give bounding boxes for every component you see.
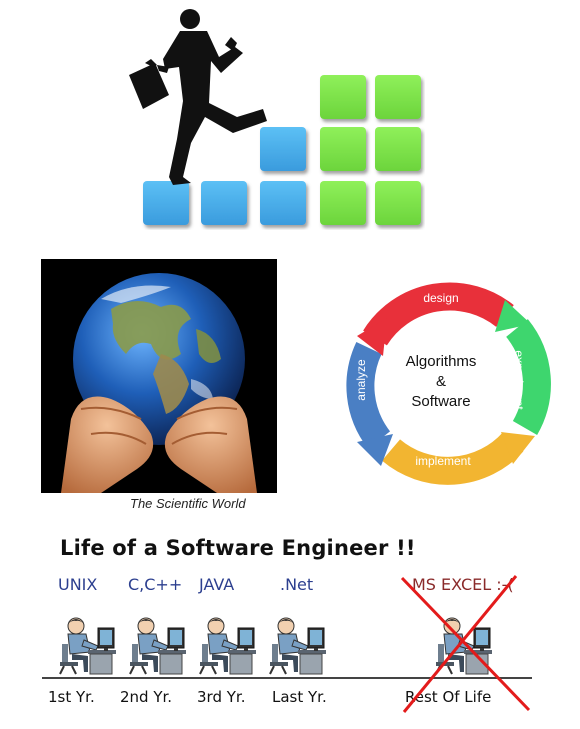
cycle-center-line1: Algorithms	[406, 353, 477, 370]
blue-step	[260, 127, 306, 171]
cycle-label-experiment: experiment	[512, 350, 526, 410]
green-step	[375, 75, 421, 119]
tech-label-dotnet: .Net	[280, 575, 313, 594]
photo-caption: The Scientific World	[130, 496, 246, 511]
green-step	[375, 181, 421, 225]
green-step	[320, 75, 366, 119]
blue-step	[143, 181, 189, 225]
blue-step	[260, 181, 306, 225]
engineer-at-desk-icon	[268, 610, 328, 676]
green-step	[375, 127, 421, 171]
green-step	[320, 127, 366, 171]
engineer-at-desk-icon	[128, 610, 188, 676]
year-label-1st: 1st Yr.	[48, 688, 95, 706]
tech-label-c: C,C++	[128, 575, 182, 594]
engineer-at-desk-icon	[58, 610, 118, 676]
blue-step	[201, 181, 247, 225]
cycle-label-implement: implement	[415, 454, 471, 468]
cycle-label-design: design	[423, 291, 458, 305]
comic-title: Life of a Software Engineer !!	[60, 536, 416, 560]
year-label-last: Last Yr.	[272, 688, 327, 706]
cycle-label-analyze: analyze	[354, 359, 368, 401]
year-label-3rd: 3rd Yr.	[197, 688, 245, 706]
businessman-silhouette	[129, 9, 267, 185]
cycle-center-line3: Software	[411, 393, 470, 410]
cycle-center-line2: &	[436, 373, 446, 390]
green-step	[320, 181, 366, 225]
engineer-at-desk-icon	[198, 610, 258, 676]
year-label-2nd: 2nd Yr.	[120, 688, 172, 706]
algorithm-cycle-diagram: design experiment implement analyze Algo…	[335, 278, 555, 488]
career-stairs-logo	[125, 5, 425, 230]
red-cross-mark	[398, 574, 533, 714]
tech-label-java: JAVA	[199, 575, 234, 594]
globe-in-hands-photo	[41, 259, 277, 493]
tech-label-unix: UNIX	[58, 575, 97, 594]
